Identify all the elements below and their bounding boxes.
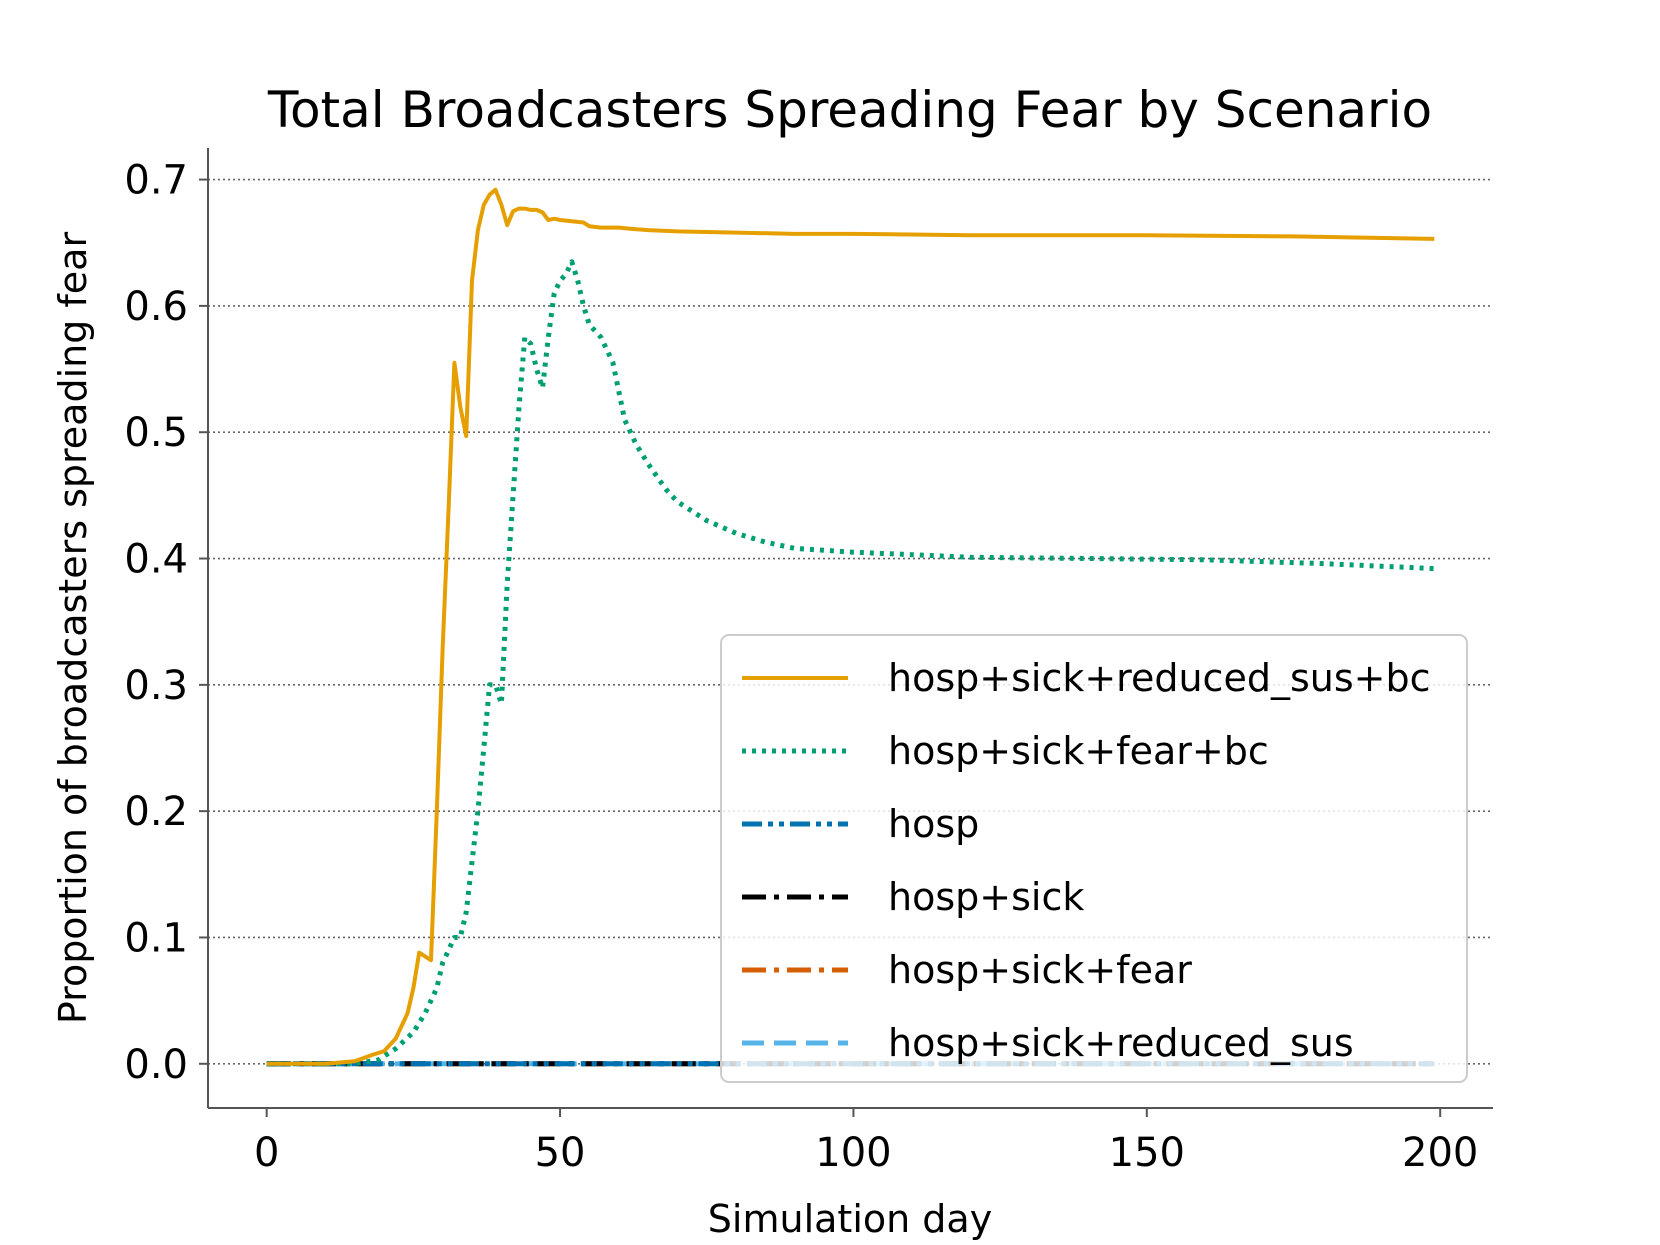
y-tick-label: 0.5 — [124, 410, 188, 456]
y-ticks: 0.0 0.1 0.2 0.3 0.4 0.5 0.6 0.7 — [124, 158, 208, 1088]
legend-entry-label: hosp+sick — [888, 875, 1084, 919]
x-tick-label: 0 — [254, 1130, 279, 1176]
y-tick-label: 0.0 — [124, 1042, 188, 1088]
x-tick-label: 100 — [815, 1130, 891, 1176]
chart-title: Total Broadcasters Spreading Fear by Sce… — [267, 81, 1432, 139]
x-tick-label: 150 — [1109, 1130, 1185, 1176]
legend-entry-label: hosp+sick+reduced_sus+bc — [888, 656, 1430, 700]
y-tick-label: 0.1 — [124, 915, 188, 961]
legend-box — [720, 634, 1468, 1083]
y-tick-label: 0.2 — [124, 789, 188, 835]
legend-entry-label: hosp+sick+reduced_sus — [888, 1021, 1354, 1065]
series-line-hosp-sick-reduced-sus-bc — [266, 187, 1435, 1066]
y-tick-label: 0.4 — [124, 537, 188, 583]
legend-entry-label: hosp+sick+fear+bc — [888, 729, 1269, 773]
y-tick-label: 0.7 — [124, 158, 188, 204]
x-tick-label: 200 — [1402, 1130, 1478, 1176]
series-line-hosp-sick-fear-bc — [266, 259, 1435, 1067]
legend: hosp+sick+reduced_sus+bc hosp+sick+fear+b… — [720, 634, 1468, 1083]
axes — [207, 148, 1493, 1109]
y-tick-label: 0.6 — [124, 284, 188, 330]
y-axis-label: Proportion of broadcasters spreading fea… — [51, 232, 95, 1025]
x-ticks: 0 50 100 150 200 — [254, 1108, 1478, 1176]
y-tick-label: 0.3 — [124, 663, 188, 709]
x-axis-label: Simulation day — [708, 1197, 992, 1241]
legend-entry-label: hosp+sick+fear — [888, 948, 1192, 992]
x-tick-label: 50 — [535, 1130, 586, 1176]
legend-entry-label: hosp — [888, 802, 979, 846]
